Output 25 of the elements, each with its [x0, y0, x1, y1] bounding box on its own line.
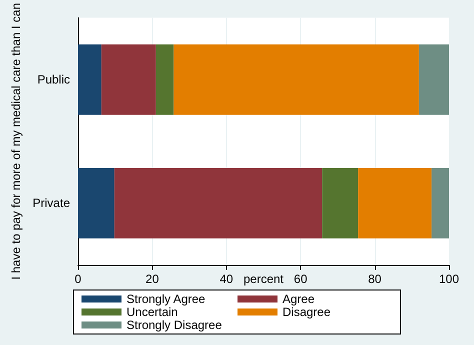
- bar: [156, 44, 174, 115]
- x-axis-title: percent: [243, 272, 284, 286]
- bar: [101, 44, 156, 115]
- bar: [114, 168, 322, 238]
- bar: [174, 44, 419, 115]
- x-tick-label: 80: [368, 272, 382, 286]
- x-tick-label: 20: [146, 272, 160, 286]
- legend-label: Strongly Agree: [126, 292, 206, 306]
- x-tick-label: 60: [294, 272, 308, 286]
- y-tick-label: Private: [32, 196, 70, 210]
- y-tick-label: Public: [37, 72, 70, 87]
- y-axis-title: I have to pay for more of my medical care than I can: [8, 3, 23, 280]
- x-tick-label: 0: [74, 272, 82, 286]
- bar: [358, 168, 432, 238]
- legend-label: Uncertain: [126, 305, 178, 319]
- x-tick-label: 100: [438, 272, 460, 286]
- bar: [78, 44, 102, 115]
- bar: [418, 44, 449, 115]
- bar: [78, 168, 114, 238]
- bar: [432, 168, 449, 238]
- bar: [322, 168, 358, 238]
- legend-label: Strongly Disagree: [126, 318, 222, 332]
- legend-label: Agree: [282, 292, 315, 306]
- legend-label: Disagree: [282, 305, 331, 319]
- x-tick-label: 40: [220, 272, 234, 286]
